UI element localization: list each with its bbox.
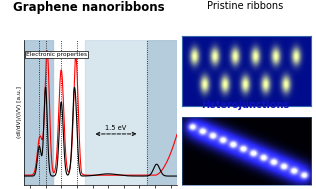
Text: Graphene nanoribbons: Graphene nanoribbons <box>13 1 164 14</box>
Text: Electronic properties: Electronic properties <box>26 52 87 57</box>
Bar <box>147 40 177 185</box>
Text: 1.5 eV: 1.5 eV <box>105 125 127 131</box>
Text: Heterojunctions: Heterojunctions <box>201 100 289 110</box>
Bar <box>24 40 53 185</box>
Text: Pristine ribbons: Pristine ribbons <box>207 1 283 11</box>
Y-axis label: (dI/dV)/(I/V) [a.u.]: (dI/dV)/(I/V) [a.u.] <box>17 86 22 139</box>
Bar <box>85 40 147 185</box>
